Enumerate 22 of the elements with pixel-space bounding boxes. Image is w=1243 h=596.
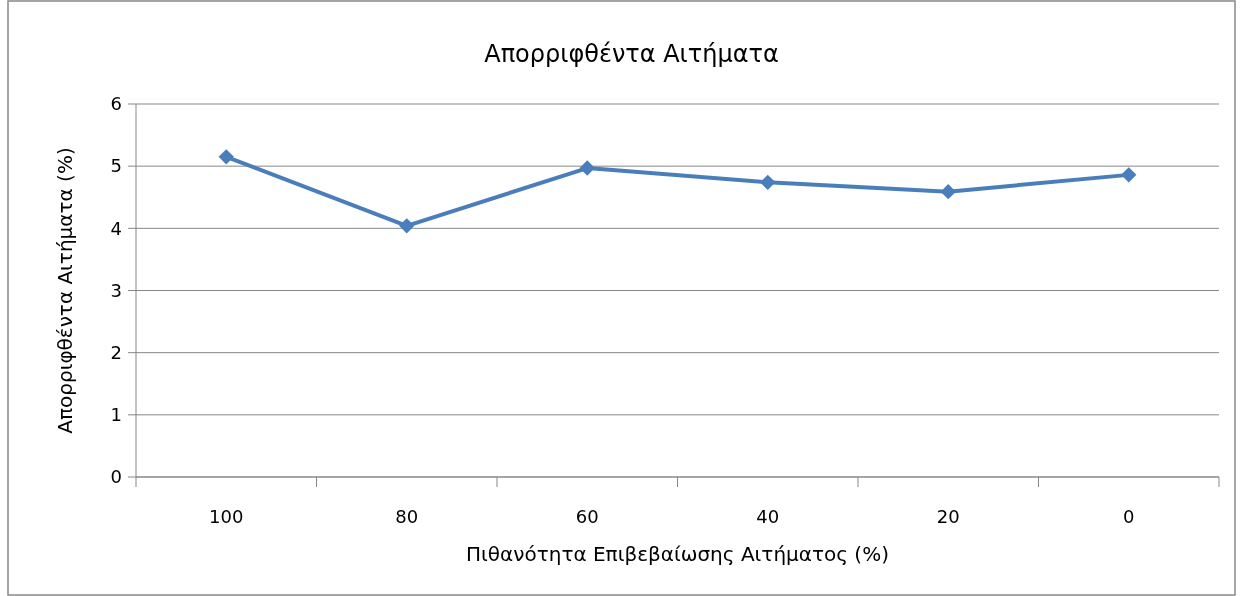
- x-tick-label: 0: [1123, 506, 1135, 527]
- y-tick-label: 6: [110, 93, 122, 115]
- x-tick-label: 100: [209, 506, 244, 527]
- y-tick-label: 5: [110, 155, 122, 177]
- x-tick-label: 80: [395, 506, 419, 527]
- chart-title: Απορριφθέντα Αιτήματα: [484, 40, 779, 68]
- point: [399, 218, 415, 234]
- x-tick-label: 60: [575, 506, 599, 527]
- point: [1121, 167, 1137, 183]
- y-tick-label: 1: [110, 404, 122, 426]
- x-axis-title: Πιθανότητα Επιβεβαίωσης Αιτήματος (%): [466, 542, 889, 566]
- x-tick-label: 20: [936, 506, 960, 527]
- y-tick-label: 0: [110, 466, 122, 488]
- point: [579, 160, 595, 176]
- y-tick-label: 3: [110, 279, 122, 301]
- point: [218, 149, 234, 165]
- x-tick-label: 40: [756, 506, 780, 527]
- y-axis-title: Απορριφθέντα Αιτήματα (%): [53, 147, 77, 434]
- point: [760, 174, 776, 190]
- y-tick-label: 2: [110, 341, 122, 363]
- point: [940, 183, 956, 200]
- y-tick-label: 4: [110, 217, 122, 239]
